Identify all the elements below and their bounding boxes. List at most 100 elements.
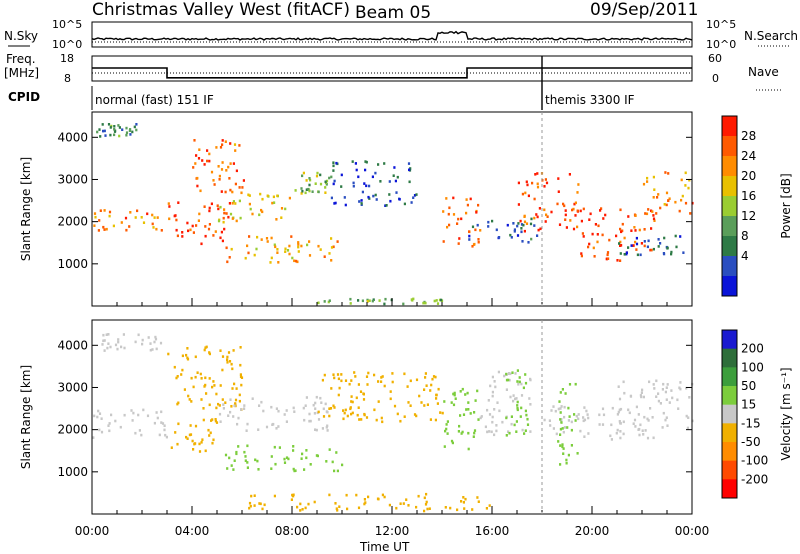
echo-region-9 (468, 217, 539, 244)
colorbar-tick-3: 15 (741, 398, 756, 412)
colorbar-tick-0: 200 (741, 342, 764, 356)
y-tick-label-0: 1000 (57, 465, 88, 479)
nave-tick-bottom: 0 (712, 72, 719, 85)
x-tick-label-5: 20:00 (575, 524, 610, 538)
nsearch-tick-top: 10^5 (706, 18, 736, 31)
nsearch-label: N.Search (744, 29, 798, 43)
nsky-label: N.Sky (4, 29, 38, 43)
echo-region-10 (543, 405, 655, 441)
nsky-tick-top: 10^5 (52, 18, 82, 31)
cpid-programs: normal (fast) 151 IF themis 3300 IF (91, 86, 635, 110)
echo-region-0 (92, 408, 168, 439)
x-tick-label-4: 16:00 (475, 524, 510, 538)
echo-region-8 (442, 196, 482, 248)
echo-region-9 (505, 369, 530, 437)
colorbar-swatch-3 (722, 176, 737, 197)
colorbar-swatch-4 (722, 404, 737, 424)
freq-label-line2: [MHz] (4, 66, 39, 80)
colorbar-swatch-0 (722, 116, 737, 137)
colorbar-tick-4: -15 (741, 416, 761, 430)
colorbar-swatch-3 (722, 386, 737, 406)
echo-region-1 (101, 333, 163, 352)
x-tick-label-0: 00:00 (75, 524, 110, 538)
echo-region-4 (217, 192, 291, 224)
colorbar-swatch-6 (722, 442, 737, 462)
colorbar-swatch-1 (722, 136, 737, 157)
nsky-trace (91, 30, 693, 43)
echo-region-3 (192, 139, 245, 195)
x-tick-label-1: 04:00 (175, 524, 210, 538)
colorbar-frame (721, 115, 738, 297)
colorbar-tick-3: 16 (741, 189, 756, 203)
echo-region-3 (170, 418, 219, 453)
echo-region-13 (618, 234, 685, 257)
y-tick-label-2: 3000 (57, 172, 88, 186)
freq-tick-top: 18 (60, 52, 74, 65)
colorbar-swatch-1 (722, 348, 737, 368)
beam-label: Beam 05 (355, 3, 431, 23)
colorbar-swatch-8 (722, 276, 737, 297)
colorbar-tick-0: 28 (741, 129, 756, 143)
x-tick-label-3: 12:00 (375, 524, 410, 538)
echo-region-11 (557, 382, 579, 466)
echo-region-8 (479, 370, 532, 437)
colorbar-tick-7: -200 (741, 472, 768, 486)
echo-region-5 (224, 444, 344, 473)
x-axis-title: Time UT (359, 540, 410, 554)
time-axis: 00:00 04:00 08:00 12:00 16:00 20:00 00:00 (75, 524, 710, 538)
y-axis-title: Slant Range [km] (19, 157, 33, 261)
colorbar-swatch-6 (722, 236, 737, 257)
power-heatmap: 1000 2000 3000 4000 Slant Range [km] (19, 111, 694, 307)
y-tick-label-3: 4000 (57, 130, 88, 144)
echo-region-2 (167, 345, 244, 411)
echo-region-7 (330, 160, 418, 207)
echo-region-6 (294, 171, 331, 195)
nsky-tick-bottom: 10^0 (52, 38, 82, 51)
date-label: 09/Sep/2011 (590, 0, 698, 20)
y-tick-label-2: 3000 (57, 380, 88, 394)
colorbar-tick-1: 24 (741, 149, 756, 163)
colorbar-swatch-0 (722, 330, 737, 350)
cpid-program-1: themis 3300 IF (545, 93, 635, 107)
colorbar-tick-4: 12 (741, 209, 756, 223)
station-title: Christmas Valley West (fitACF) (92, 0, 350, 20)
echo-region-0 (93, 209, 163, 232)
colorbar-tick-2: 50 (741, 379, 756, 393)
echo-region-13 (248, 492, 491, 513)
y-tick-label-3: 4000 (57, 338, 88, 352)
x-tick-label-6: 00:00 (675, 524, 710, 538)
y-tick-label-1: 2000 (57, 215, 88, 229)
colorbar-swatch-7 (722, 256, 737, 277)
nave-tick-top: 60 (708, 52, 722, 65)
cpid-label: CPID (8, 90, 40, 104)
colorbar-title: Velocity [m s⁻¹] (779, 367, 793, 460)
colorbar-swatch-5 (722, 423, 737, 443)
colorbar-tick-6: 4 (741, 249, 749, 263)
colorbar-swatch-4 (722, 196, 737, 217)
colorbar-tick-2: 20 (741, 169, 756, 183)
power-colorbar: 28 24 20 16 12 8 4 Power [dB] (721, 115, 793, 297)
freq-tick-bottom: 8 (64, 72, 71, 85)
echo-region-11 (579, 207, 656, 262)
freq-label-line1: Freq. (6, 52, 36, 66)
y-axis-title: Slant Range [km] (19, 365, 33, 469)
cpid-program-0: normal (fast) 151 IF (95, 93, 214, 107)
nsky-line (91, 30, 693, 41)
colorbar-tick-5: -50 (741, 435, 761, 449)
nave-label: Nave (748, 65, 779, 79)
echo-region-1 (96, 123, 138, 138)
colorbar-frame (721, 329, 738, 499)
nsearch-tick-bottom: 10^0 (706, 38, 736, 51)
echo-region-12 (617, 379, 694, 432)
x-tick-label-2: 08:00 (275, 524, 310, 538)
panel-frame (91, 319, 693, 515)
nsky-panel-frame (91, 21, 693, 48)
colorbar-tick-5: 8 (741, 229, 749, 243)
colorbar-tick-1: 100 (741, 360, 764, 374)
colorbar-swatch-8 (722, 479, 737, 499)
colorbar-title: Power [dB] (779, 173, 793, 238)
colorbar-swatch-2 (722, 156, 737, 177)
y-tick-label-0: 1000 (57, 257, 88, 271)
echo-region-12 (642, 171, 694, 215)
